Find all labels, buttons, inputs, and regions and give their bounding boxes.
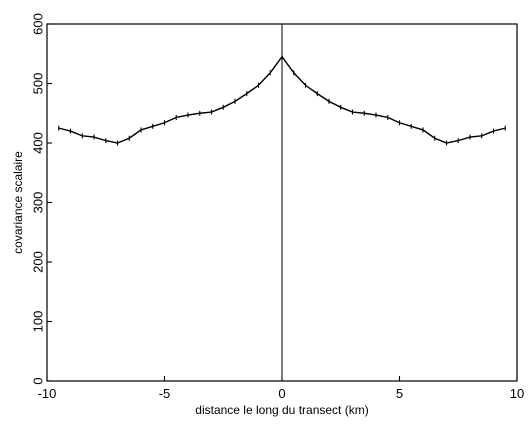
x-tick-label: 5 bbox=[396, 386, 403, 401]
x-tick-label: 0 bbox=[278, 386, 285, 401]
y-tick-label: 0 bbox=[31, 377, 46, 384]
y-tick-label: 600 bbox=[31, 13, 46, 35]
y-tick-label: 100 bbox=[31, 311, 46, 333]
y-tick-label: 500 bbox=[31, 73, 46, 95]
y-axis-title: covariance scalaire bbox=[11, 151, 25, 254]
y-tick-label: 200 bbox=[31, 251, 46, 273]
x-axis-title: distance le long du transect (km) bbox=[195, 403, 368, 417]
y-tick-label: 400 bbox=[31, 132, 46, 154]
x-tick-label: 10 bbox=[510, 386, 524, 401]
y-tick-label: 300 bbox=[31, 192, 46, 214]
x-tick-label: -5 bbox=[159, 386, 171, 401]
x-tick-label: -10 bbox=[38, 386, 57, 401]
series-layer bbox=[58, 54, 506, 146]
